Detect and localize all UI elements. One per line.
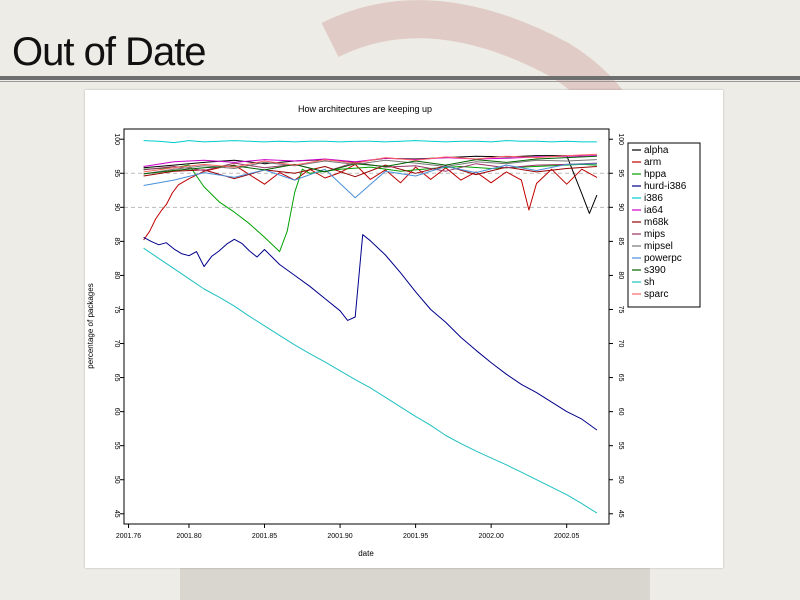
y-tick-label-right: 45 (617, 510, 624, 518)
y-tick-label-left: 80 (113, 272, 120, 280)
legend-box (627, 142, 701, 308)
y-tick-label-right: 55 (617, 442, 624, 450)
legend: alphaarmhppahurd-i386i386ia64m68kmipsmip… (627, 142, 701, 308)
y-tick-label-right: 70 (617, 340, 624, 348)
series-line-arm (143, 163, 598, 241)
series-line-i386 (143, 140, 597, 144)
y-tick-label-left: 70 (113, 340, 120, 348)
y-tick-label-left: 65 (113, 374, 120, 382)
x-tick-label: 2001.90 (327, 533, 352, 540)
y-tick-label-right: 80 (617, 272, 624, 280)
legend-label-s390: s390 (644, 265, 666, 276)
legend-label-arm: arm (644, 157, 661, 168)
y-tick-label-right: 60 (617, 408, 624, 416)
legend-label-mipsel: mipsel (644, 241, 673, 252)
legend-label-hurd-i386: hurd-i386 (644, 181, 687, 192)
title-divider-thin (0, 81, 800, 82)
y-tick-label-left: 55 (113, 442, 120, 450)
legend-label-sparc: sparc (644, 289, 668, 300)
series-line-sparc (143, 153, 597, 173)
y-tick-label-left: 45 (113, 510, 120, 518)
x-tick-label: 2001.95 (403, 533, 428, 540)
series-line-hurd-i386 (143, 234, 598, 431)
series-layer (143, 140, 598, 514)
series-line-s390 (143, 155, 597, 175)
y-tick-label-right: 65 (617, 374, 624, 382)
y-tick-label-left: 100 (113, 133, 120, 145)
x-tick-label: 2002.05 (554, 533, 579, 540)
reference-lines (124, 172, 609, 208)
y-tick-label-left: 85 (113, 237, 120, 245)
y-tick-label-left: 75 (113, 306, 120, 314)
x-tick-label: 2002.00 (478, 533, 503, 540)
axes: 2001.76 2001.80 2001.85 2001.90 2001.95 2002.… (113, 133, 624, 540)
legend-label-mips: mips (644, 229, 665, 240)
chart-title: How architectures are keeping up (298, 104, 432, 114)
legend-label-alpha: alpha (644, 145, 669, 156)
series-line-m68k (143, 164, 597, 180)
y-axis-label: percentage of packages (86, 283, 95, 368)
y-tick-label-right: 95 (617, 169, 624, 177)
legend-label-i386: i386 (644, 193, 663, 204)
x-tick-label: 2001.80 (176, 533, 201, 540)
x-tick-label: 2001.85 (252, 533, 277, 540)
legend-label-hppa: hppa (644, 169, 667, 180)
y-tick-label-left: 50 (113, 476, 120, 484)
y-tick-label-left: 95 (113, 169, 120, 177)
y-tick-label-right: 75 (617, 306, 624, 314)
slide-title: Out of Date (12, 30, 207, 74)
x-tick-label: 2001.76 (116, 533, 141, 540)
legend-label-sh: sh (644, 277, 655, 288)
y-tick-label-left: 90 (113, 203, 120, 211)
y-tick-label-right: 85 (617, 237, 624, 245)
y-tick-label-right: 90 (617, 203, 624, 211)
legend-label-ia64: ia64 (644, 205, 663, 216)
series-line-sh (143, 247, 598, 514)
series-line-powerpc (143, 163, 597, 199)
title-divider (0, 76, 800, 80)
legend-label-m68k: m68k (644, 217, 669, 228)
legend-label-powerpc: powerpc (644, 253, 682, 264)
chart-panel: How architectures are keeping up 2001.76… (85, 90, 723, 568)
y-tick-label-right: 50 (617, 476, 624, 484)
y-tick-label-right: 100 (617, 133, 624, 145)
line-chart: How architectures are keeping up 2001.76… (86, 104, 701, 558)
x-axis-label: date (358, 549, 374, 558)
y-tick-label-left: 60 (113, 408, 120, 416)
plot-frame (123, 128, 610, 525)
